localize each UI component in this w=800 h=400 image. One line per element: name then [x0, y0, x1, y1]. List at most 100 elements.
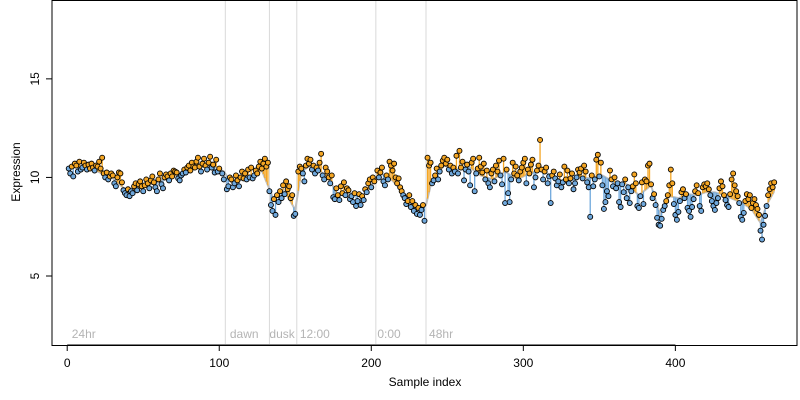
data-point [584, 179, 591, 186]
data-point [599, 182, 606, 189]
data-point [207, 153, 214, 160]
x-tick-label: 200 [361, 356, 381, 370]
data-point [280, 182, 287, 189]
data-point [646, 160, 653, 167]
data-point [494, 168, 501, 175]
data-point [269, 207, 276, 214]
data-point [565, 180, 572, 187]
data-point [391, 160, 398, 167]
y-tick-label: 5 [28, 272, 42, 279]
data-point [535, 162, 542, 169]
data-point [651, 191, 658, 198]
data-point [456, 147, 463, 154]
data-point [680, 186, 686, 193]
x-axis: 0 100 200 300 400 [64, 344, 686, 370]
annotation-label: 24hr [72, 327, 96, 341]
data-point [590, 183, 597, 190]
data-point [275, 199, 282, 206]
data-point [360, 197, 367, 204]
x-axis-label: Sample index [389, 375, 462, 389]
data-point [166, 177, 173, 184]
annotation-label: dawn [230, 327, 259, 341]
data-point [248, 164, 255, 171]
data-point [228, 176, 235, 183]
data-point [118, 179, 125, 186]
data-point [547, 200, 554, 207]
data-point [436, 168, 443, 175]
data-point [707, 192, 714, 199]
data-point [597, 159, 604, 166]
data-point [318, 150, 325, 157]
data-point [711, 207, 718, 213]
data-point [264, 159, 271, 166]
data-point [669, 180, 676, 187]
data-point [271, 196, 277, 203]
data-point [216, 165, 223, 172]
data-point [153, 188, 160, 195]
data-point [739, 216, 746, 223]
data-point [277, 188, 284, 195]
data-point [493, 162, 499, 169]
data-point [518, 164, 525, 171]
data-point [432, 172, 439, 179]
data-point [378, 164, 385, 171]
data-point [342, 192, 349, 199]
data-point [733, 188, 740, 195]
data-point [696, 203, 703, 209]
data-point [337, 183, 344, 190]
data-point [544, 180, 551, 187]
data-point [616, 199, 623, 206]
data-point [289, 192, 296, 199]
data-point [242, 170, 249, 177]
data-point [718, 178, 724, 185]
data-point [721, 192, 727, 199]
data-point [307, 156, 314, 163]
data-point [213, 156, 220, 163]
data-point [506, 199, 513, 206]
data-point [160, 185, 166, 192]
data-point [486, 184, 493, 191]
data-point [137, 178, 144, 185]
annotation-label: dusk [269, 327, 295, 341]
data-point [363, 189, 370, 196]
data-point [345, 187, 352, 194]
data-point [648, 181, 654, 188]
data-point [771, 179, 778, 186]
data-point [611, 174, 618, 181]
data-point [427, 159, 434, 166]
data-point [500, 155, 507, 162]
data-point [532, 174, 539, 181]
data-point [409, 198, 416, 205]
data-point [385, 176, 391, 183]
data-point [459, 158, 466, 165]
annotation-label: 0:00 [377, 327, 401, 341]
data-point [483, 167, 490, 174]
data-point [756, 211, 762, 218]
data-point [73, 162, 80, 169]
data-point [594, 151, 601, 158]
data-point [324, 168, 331, 175]
data-point [220, 176, 227, 183]
data-point [622, 176, 629, 183]
data-point [508, 176, 515, 183]
data-point [658, 215, 665, 222]
data-point [670, 201, 677, 207]
data-point [623, 195, 630, 202]
data-point [579, 175, 586, 182]
x-tick-label: 0 [64, 356, 71, 370]
annotation-label: 12:00 [300, 327, 330, 341]
data-point [731, 182, 738, 189]
data-point [582, 168, 589, 175]
data-point [503, 166, 510, 173]
data-point [173, 169, 180, 176]
data-point [760, 221, 767, 228]
data-point [667, 166, 674, 173]
data-point [751, 196, 758, 203]
data-point [340, 179, 347, 186]
data-point [617, 204, 624, 210]
data-point [591, 176, 598, 183]
data-point [509, 159, 516, 166]
data-point [471, 188, 478, 195]
data-points [65, 137, 778, 243]
